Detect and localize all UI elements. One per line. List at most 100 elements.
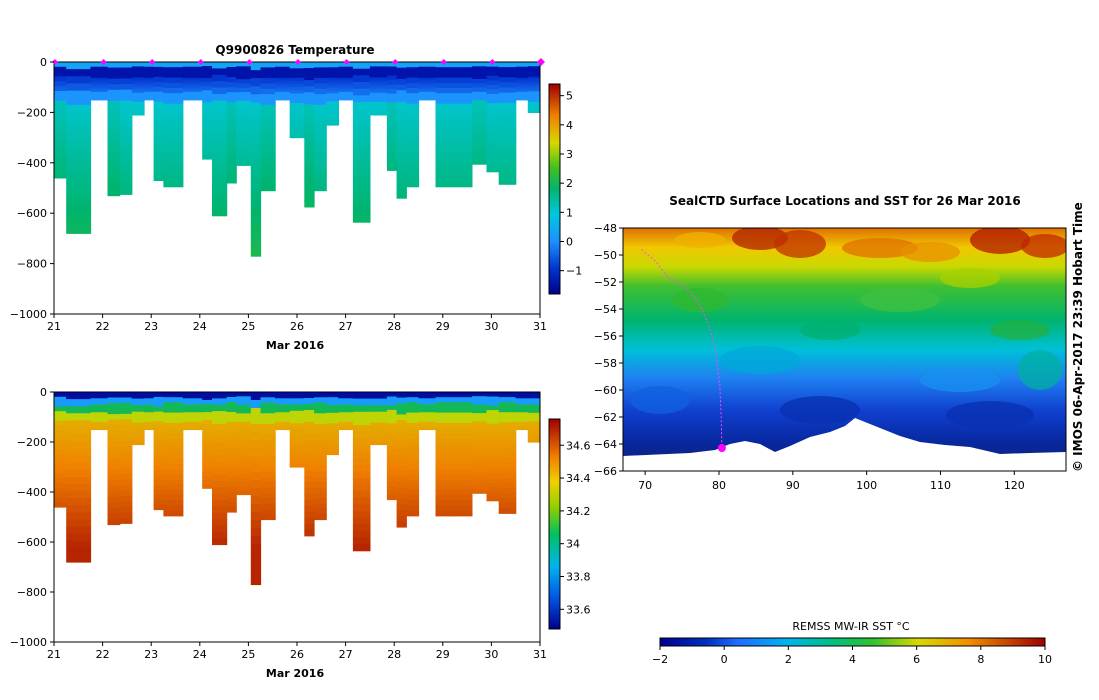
temperature-cell bbox=[202, 150, 213, 156]
salinity-cell bbox=[304, 451, 315, 459]
salinity-cell bbox=[131, 424, 145, 428]
temperature-cell bbox=[527, 85, 540, 88]
temperature-cell bbox=[498, 148, 517, 155]
temperature-cell bbox=[338, 90, 354, 93]
salinity-cell bbox=[527, 392, 540, 395]
temperature-cell bbox=[212, 68, 228, 76]
temperature-cell bbox=[143, 87, 155, 90]
salinity-cell bbox=[304, 505, 315, 513]
temperature-cell bbox=[527, 93, 540, 97]
salinity-cell bbox=[275, 420, 291, 423]
salinity-cell bbox=[153, 499, 164, 506]
salinity-cell bbox=[289, 448, 305, 452]
salinity-cell bbox=[143, 418, 155, 421]
salinity-cell bbox=[289, 420, 305, 424]
temperature-cell bbox=[314, 88, 327, 95]
temperature-cell bbox=[396, 181, 407, 188]
salinity-cell bbox=[314, 477, 327, 483]
temperature-cell bbox=[418, 62, 437, 65]
salinity-cell bbox=[66, 533, 92, 542]
salinity-cell bbox=[275, 392, 291, 395]
salinity-cell bbox=[435, 490, 454, 496]
temperature-cell bbox=[119, 144, 133, 151]
salinity-cell bbox=[527, 394, 540, 397]
temperature-cell bbox=[406, 98, 420, 105]
salinity-cell bbox=[260, 477, 276, 483]
temperature-cell bbox=[352, 188, 371, 196]
temperature-cell bbox=[406, 93, 420, 99]
temperature-cell bbox=[304, 182, 315, 190]
salinity-cell bbox=[260, 423, 276, 430]
temperature-cell bbox=[90, 98, 108, 101]
salinity-cell bbox=[226, 492, 237, 498]
salinity-cell bbox=[143, 421, 155, 424]
x-tick-label: 26 bbox=[290, 320, 304, 333]
temperature-cell bbox=[406, 140, 420, 146]
temperature-cell bbox=[107, 123, 121, 130]
temperature-cell bbox=[90, 68, 108, 71]
salinity-cell bbox=[250, 568, 262, 578]
salinity-cell bbox=[435, 469, 454, 476]
temperature-cell bbox=[236, 109, 252, 115]
temperature-cell bbox=[386, 107, 398, 113]
temperature-cell bbox=[226, 122, 237, 129]
temperature-cell bbox=[163, 103, 184, 110]
salinity-cell bbox=[352, 431, 371, 439]
salinity-cell bbox=[472, 421, 488, 427]
temperature-cell bbox=[314, 169, 327, 176]
temperature-cell bbox=[260, 126, 276, 133]
salinity-cell bbox=[212, 392, 228, 399]
temperature-cell bbox=[163, 62, 184, 68]
salinity-cell bbox=[386, 477, 398, 483]
salinity-cell bbox=[486, 392, 500, 398]
temperature-cell bbox=[386, 80, 398, 86]
temperature-cell bbox=[435, 145, 454, 151]
salinity-cell bbox=[352, 405, 371, 413]
salinity-cell bbox=[386, 459, 398, 465]
temperature-cell bbox=[182, 69, 203, 73]
salinity-cell bbox=[90, 393, 108, 396]
salinity-cell bbox=[66, 477, 92, 485]
temperature-cell bbox=[182, 65, 203, 68]
temperature-cell bbox=[90, 96, 108, 99]
temperature-cell bbox=[182, 82, 203, 85]
salinity-cell bbox=[236, 417, 252, 423]
temperature-cell bbox=[486, 157, 500, 164]
profile-marker bbox=[100, 59, 107, 65]
salinity-cell bbox=[314, 492, 327, 499]
salinity-cell bbox=[369, 433, 388, 437]
salinity-cell bbox=[452, 438, 473, 445]
salinity-cell bbox=[369, 411, 388, 415]
salinity-cell bbox=[54, 425, 67, 431]
temperature-cell bbox=[486, 80, 500, 86]
salinity-cell bbox=[182, 423, 203, 426]
temperature-cell bbox=[486, 121, 500, 127]
salinity-cell bbox=[202, 416, 213, 421]
salinity-cell bbox=[396, 515, 407, 522]
temperature-cell bbox=[498, 102, 517, 109]
temperature-cell bbox=[304, 158, 315, 166]
salinity-cell bbox=[418, 417, 437, 420]
temperature-cell bbox=[352, 168, 371, 176]
temperature-cell bbox=[202, 134, 213, 140]
temperature-cell bbox=[452, 77, 473, 84]
temperature-cell bbox=[289, 71, 305, 76]
salinity-cell bbox=[386, 401, 398, 407]
temperature-cell bbox=[182, 90, 203, 93]
salinity-cell bbox=[131, 407, 145, 411]
temperature-cell bbox=[250, 199, 262, 209]
salinity-cell bbox=[212, 423, 228, 431]
salinity-cell bbox=[472, 446, 488, 452]
temperature-cell bbox=[498, 153, 517, 160]
salinity-cell bbox=[486, 396, 500, 402]
salinity-cell bbox=[226, 442, 237, 448]
temperature-cell bbox=[153, 150, 164, 157]
salinity-cell bbox=[163, 484, 184, 491]
temperature-cell bbox=[107, 145, 121, 152]
salinity-cell bbox=[289, 423, 305, 427]
temperature-cell bbox=[289, 128, 305, 132]
temperature-cell bbox=[352, 135, 371, 143]
salinity-cell bbox=[418, 402, 437, 406]
temperature-cell bbox=[90, 95, 108, 98]
temperature-cell bbox=[54, 139, 67, 145]
